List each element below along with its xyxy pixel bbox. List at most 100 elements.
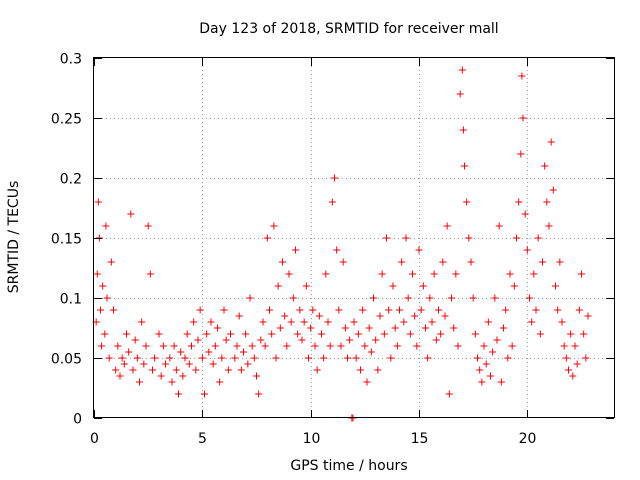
data-point [93, 270, 101, 278]
data-point [177, 348, 185, 356]
data-point [214, 324, 221, 332]
data-point [491, 294, 499, 302]
data-point [406, 330, 414, 338]
data-point [259, 318, 267, 326]
data-point [248, 342, 256, 350]
data-point [285, 270, 293, 278]
data-point [439, 258, 447, 266]
data-point [454, 342, 462, 350]
data-point [461, 162, 468, 170]
data-point [374, 366, 382, 374]
data-point [400, 318, 408, 326]
data-point [424, 354, 432, 362]
data-point [357, 366, 364, 374]
y-tick-label: 0.05 [51, 352, 82, 368]
data-point [300, 318, 308, 326]
data-point [367, 348, 375, 356]
data-point [274, 282, 282, 290]
data-point [478, 378, 486, 386]
data-point [272, 354, 280, 362]
data-point [222, 336, 230, 344]
data-point [311, 342, 319, 350]
y-tick-label: 0.15 [51, 232, 82, 248]
data-point [268, 330, 276, 338]
data-point [123, 330, 130, 338]
data-point [149, 366, 156, 374]
data-point [270, 222, 278, 230]
y-tick-label: 0.1 [60, 292, 82, 308]
data-point [170, 342, 178, 350]
data-point [430, 270, 438, 278]
data-point [380, 330, 388, 338]
data-point [101, 330, 109, 338]
data-point [560, 342, 568, 350]
data-point [231, 354, 239, 362]
data-point [518, 72, 526, 80]
y-axis-label: SRMTID / TECUs [6, 181, 22, 294]
data-point [125, 348, 133, 356]
data-point [205, 348, 213, 356]
data-point [181, 354, 189, 362]
data-point [359, 306, 367, 314]
data-point [326, 342, 334, 350]
data-point [194, 336, 202, 344]
axis-ticks: 0 0.05 0.1 0.15 0.2 0.25 0.3 0 5 10 15 20 [51, 52, 614, 447]
data-point [580, 330, 588, 338]
data-point [480, 342, 488, 350]
data-point [98, 342, 106, 350]
data-point [365, 324, 373, 332]
data-point [573, 360, 581, 368]
data-point [292, 246, 299, 254]
data-point [346, 336, 354, 344]
data-point [107, 258, 115, 266]
data-point [582, 354, 590, 362]
data-point [224, 366, 232, 374]
data-point [558, 318, 566, 326]
data-point [166, 354, 174, 362]
data-point [419, 282, 427, 290]
data-point [179, 372, 187, 380]
data-point [504, 354, 512, 362]
data-point [99, 282, 107, 290]
data-point [337, 342, 345, 350]
data-point [411, 312, 419, 320]
data-point [476, 366, 484, 374]
data-point [493, 336, 501, 344]
data-point [116, 372, 124, 380]
data-point [131, 336, 139, 344]
data-point [188, 342, 195, 350]
data-point [471, 330, 479, 338]
data-point [196, 306, 204, 314]
data-point [539, 258, 546, 266]
data-point [361, 342, 369, 350]
data-point [578, 270, 585, 278]
data-point [500, 324, 507, 332]
data-point [448, 294, 455, 302]
data-point [417, 306, 425, 314]
data-point [192, 366, 200, 374]
y-tick-label: 0.2 [60, 172, 82, 188]
data-point [246, 294, 254, 302]
data-point [510, 282, 518, 290]
y-tick-label: 0 [73, 412, 82, 428]
data-point [556, 258, 564, 266]
data-point [435, 306, 442, 314]
data-point [339, 258, 347, 266]
data-point [302, 282, 310, 290]
data-point [110, 306, 117, 314]
data-point [155, 330, 163, 338]
data-point [519, 114, 527, 122]
data-point [437, 330, 445, 338]
data-point [482, 360, 490, 368]
data-point [159, 342, 167, 350]
data-point [207, 318, 215, 326]
data-point [513, 234, 520, 242]
data-point [409, 270, 416, 278]
data-point [428, 318, 436, 326]
data-point [175, 390, 182, 398]
data-point [562, 354, 570, 362]
data-point [536, 330, 544, 338]
data-points [92, 66, 592, 422]
data-point [487, 372, 494, 380]
